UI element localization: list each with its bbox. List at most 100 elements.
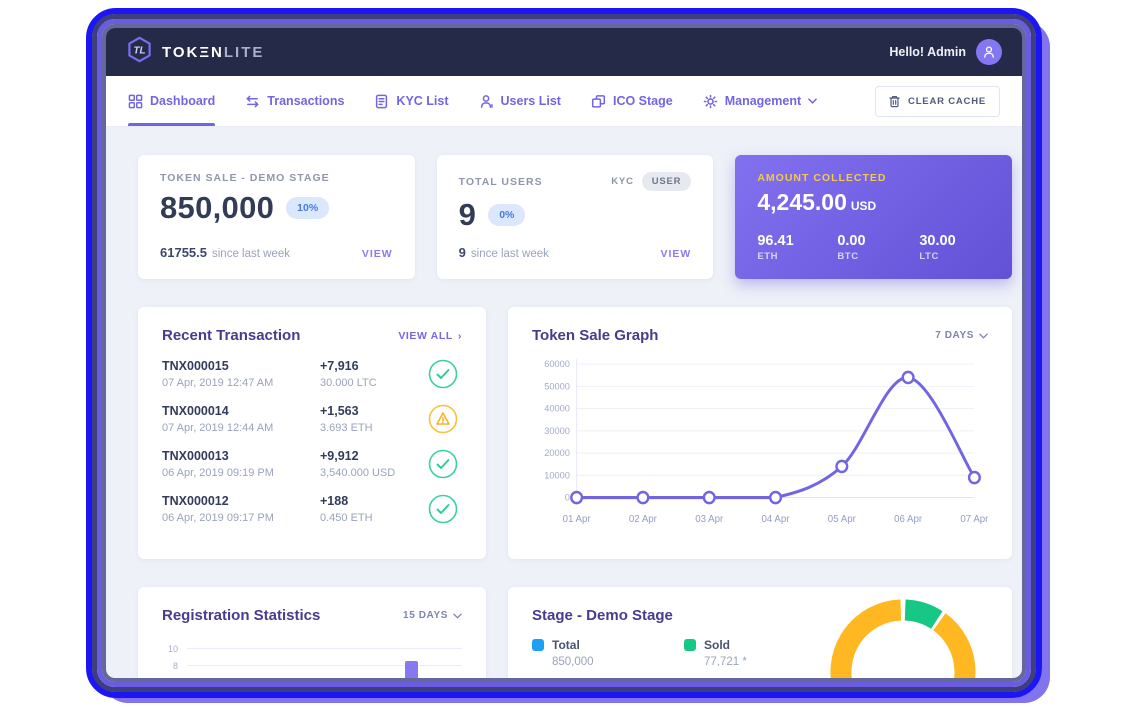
panel-title: Recent Transaction	[162, 327, 301, 344]
chevron-down-icon	[453, 613, 462, 619]
y-tick-label: 10	[167, 643, 178, 654]
tokenlite-logo-icon: TL	[126, 36, 153, 68]
nav-label: Management	[724, 94, 802, 108]
transaction-status-icon	[428, 494, 458, 524]
x-tick-label: 02 Apr	[629, 514, 658, 525]
y-tick-label: 20000	[544, 447, 570, 458]
nav-item-ico-stage[interactable]: ICO Stage	[591, 76, 673, 126]
grid-icon	[128, 94, 143, 108]
nav-item-users-list[interactable]: Users List	[479, 76, 561, 126]
amount-collected-value: 4,245.00 USD	[757, 189, 877, 215]
clear-cache-button[interactable]: CLEAR CACHE	[875, 85, 1000, 117]
transaction-row[interactable]: TNX000013 06 Apr, 2019 09:19 PM +9,912 3,5…	[162, 449, 462, 479]
frame-layer-dark: TL TOKΞNLITE Hello! Admin	[92, 14, 1036, 692]
warning-circle-icon	[428, 404, 458, 434]
check-circle-icon	[428, 449, 458, 479]
brand-logo[interactable]: TL TOKΞNLITE	[126, 36, 264, 68]
dashboard-content: TOKEN SALE - DEMO STAGE 850,000 10% 6175…	[106, 127, 1022, 678]
data-point-marker	[768, 490, 783, 505]
nav-label: ICO Stage	[612, 94, 673, 108]
brand-name: TOKΞNLITE	[162, 43, 265, 61]
amount-collected-card: AMOUNT COLLECTED 4,245.00 USD 96.41 ETH 0.…	[735, 155, 1013, 279]
nav-label: Transactions	[267, 94, 345, 108]
transaction-row[interactable]: TNX000014 07 Apr, 2019 12:44 AM +1,563 3.6…	[162, 404, 462, 434]
donut-segment-remaining	[830, 599, 976, 678]
user-icon	[480, 94, 493, 108]
x-tick-label: 04 Apr	[762, 514, 791, 525]
total-users-badge: 0%	[488, 204, 526, 226]
stage-panel: Stage - Demo Stage Total 850,000	[508, 587, 1012, 678]
nav-label: KYC List	[396, 94, 449, 108]
transaction-row[interactable]: TNX000012 06 Apr, 2019 09:17 PM +188 0.450…	[162, 494, 462, 524]
cube-icon	[591, 94, 606, 108]
x-tick-label: 06 Apr	[894, 514, 923, 525]
registration-statistics-panel: Registration Statistics 15 DAYS 10 8	[138, 587, 486, 678]
registration-bar	[405, 661, 418, 678]
amount-collected-title: AMOUNT COLLECTED	[757, 172, 887, 184]
panel-title: Registration Statistics	[162, 607, 321, 624]
svg-text:TL: TL	[133, 46, 145, 57]
ltc-amount: 30.00 LTC	[919, 233, 956, 262]
chevron-right-icon: ›	[457, 329, 462, 342]
token-sale-delta: 61755.5 since last week	[160, 245, 290, 260]
legend-swatch-total	[532, 639, 544, 651]
user-toggle-option[interactable]: USER	[641, 172, 692, 191]
nav-item-kyc-list[interactable]: KYC List	[374, 76, 449, 126]
y-tick-label: 60000	[544, 358, 570, 369]
kyc-toggle-option[interactable]: KYC	[611, 176, 634, 187]
chevron-down-icon	[808, 98, 817, 104]
total-users-delta: 9 since last week	[458, 245, 549, 260]
trash-icon	[889, 95, 900, 107]
legend-item-total: Total 850,000	[532, 638, 684, 668]
x-tick-label: 05 Apr	[828, 514, 857, 525]
view-all-link[interactable]: VIEW ALL ›	[398, 329, 462, 342]
period-dropdown[interactable]: 7 DAYS	[935, 330, 988, 341]
frame-layer-purple: TL TOKΞNLITE Hello! Admin	[97, 19, 1031, 687]
token-sale-graph-panel: Token Sale Graph 7 DAYS 0 10000 20000 30000…	[508, 307, 1012, 559]
swap-icon	[246, 95, 259, 107]
total-users-view-link[interactable]: VIEW	[660, 248, 692, 260]
period-dropdown[interactable]: 15 DAYS	[403, 610, 462, 621]
card-title: TOTAL USERS	[458, 175, 543, 188]
stage-donut	[830, 599, 976, 678]
kyc-user-toggle: KYC USER	[611, 172, 692, 191]
x-tick-label: 07 Apr	[960, 514, 988, 525]
legend-item-sold: Sold 77,721 *	[684, 638, 836, 668]
main-nav: Dashboard Transactions KYC List	[106, 76, 1022, 127]
total-users-card: TOTAL USERS KYC USER 9 0%	[436, 155, 714, 279]
transaction-status-icon	[428, 359, 458, 389]
nav-item-management[interactable]: Management	[703, 76, 817, 126]
nav-item-transactions[interactable]: Transactions	[245, 76, 344, 126]
nav-label: Dashboard	[150, 94, 216, 108]
token-sale-view-link[interactable]: VIEW	[361, 248, 393, 260]
data-point-marker	[967, 470, 981, 485]
user-avatar[interactable]	[976, 39, 1002, 65]
app-window: TL TOKΞNLITE Hello! Admin	[106, 28, 1022, 678]
transaction-status-icon	[428, 404, 458, 434]
token-sale-chart: 0 10000 20000 30000 40000 50000 60000 01 Apr 02 …	[544, 358, 988, 525]
data-point-marker	[636, 490, 650, 505]
registration-chart: 10 8	[162, 640, 462, 678]
chevron-down-icon	[979, 333, 988, 339]
gear-icon	[703, 94, 718, 108]
check-circle-icon	[428, 494, 458, 524]
y-tick-label: 40000	[544, 402, 570, 413]
list-icon	[376, 94, 388, 108]
chart-gridline-row: 8	[162, 657, 462, 674]
check-circle-icon	[428, 359, 458, 389]
eth-amount: 96.41 ETH	[757, 233, 794, 262]
y-tick-label: 0	[565, 491, 570, 502]
clear-cache-label: CLEAR CACHE	[908, 95, 986, 107]
token-sale-card: TOKEN SALE - DEMO STAGE 850,000 10% 6175…	[138, 155, 415, 279]
btc-amount: 0.00 BTC	[837, 233, 866, 262]
token-sale-badge: 10%	[286, 197, 330, 219]
legend-swatch-sold	[684, 639, 696, 651]
nav-item-dashboard[interactable]: Dashboard	[128, 76, 216, 126]
recent-transactions-panel: Recent Transaction VIEW ALL › TNX000015 07…	[138, 307, 486, 559]
transaction-row[interactable]: TNX000015 07 Apr, 2019 12:47 AM +7,916 30.…	[162, 359, 462, 389]
y-tick-label: 8	[172, 660, 178, 671]
data-point-marker	[835, 459, 849, 474]
data-point-marker	[570, 490, 584, 505]
donut-segment-sold	[904, 599, 943, 630]
